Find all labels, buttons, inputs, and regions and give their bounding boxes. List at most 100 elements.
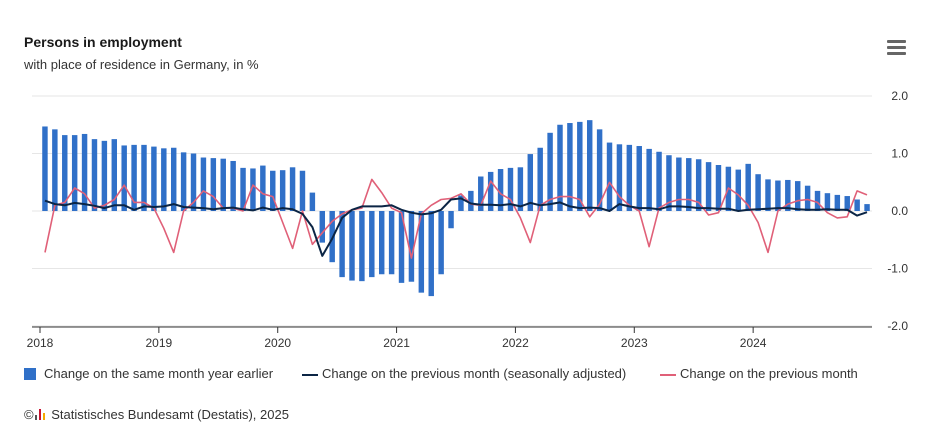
bar xyxy=(606,142,613,211)
bar xyxy=(596,129,603,211)
bar xyxy=(240,167,246,211)
bar xyxy=(705,162,712,211)
bar xyxy=(487,171,494,211)
bar xyxy=(81,133,88,211)
bar xyxy=(349,211,355,281)
y-tick-label: -1.0 xyxy=(887,262,908,276)
bar xyxy=(279,170,286,211)
bar xyxy=(270,170,276,211)
bar xyxy=(567,123,573,211)
legend-swatch-mom xyxy=(660,374,676,376)
bar xyxy=(458,195,464,211)
bar xyxy=(230,160,236,211)
line-series-previous-month xyxy=(44,178,868,259)
bar xyxy=(408,211,415,282)
bar xyxy=(339,211,345,278)
x-tick-label: 2020 xyxy=(264,336,291,350)
bar xyxy=(527,154,534,211)
destatis-logo-icon xyxy=(34,409,46,421)
bar xyxy=(71,135,78,211)
bar xyxy=(626,144,633,211)
copyright-symbol: © xyxy=(24,407,34,422)
line-series-seasonally-adjusted xyxy=(44,197,868,257)
credits-text: Statistisches Bundesamt (Destatis), 2025 xyxy=(51,407,289,422)
bar xyxy=(646,148,652,211)
bar xyxy=(289,167,296,211)
bar xyxy=(735,169,742,211)
legend-label-sa: Change on the previous month (seasonally… xyxy=(322,366,627,381)
bar xyxy=(398,211,405,283)
bar xyxy=(161,148,167,211)
bar xyxy=(715,165,722,211)
bar xyxy=(369,211,375,278)
bar xyxy=(309,192,316,211)
bar xyxy=(62,135,68,211)
x-tick-label: 2018 xyxy=(27,336,54,350)
bar xyxy=(695,159,702,211)
bar xyxy=(636,146,642,211)
bar xyxy=(656,151,662,211)
bar xyxy=(448,211,454,229)
bar xyxy=(666,155,672,211)
credits[interactable]: © Statistisches Bundesamt (Destatis), 20… xyxy=(24,407,289,422)
x-tick-label: 2022 xyxy=(502,336,529,350)
bar xyxy=(468,190,474,211)
x-tick-label: 2021 xyxy=(383,336,410,350)
bar xyxy=(359,211,365,282)
bar xyxy=(438,211,444,275)
bar xyxy=(517,167,524,211)
bar xyxy=(42,126,48,211)
x-tick-label: 2019 xyxy=(146,336,173,350)
y-tick-label: 2.0 xyxy=(891,89,908,103)
bar xyxy=(814,190,821,211)
bar xyxy=(121,145,127,211)
bar xyxy=(250,168,256,211)
bar xyxy=(388,211,395,275)
bar xyxy=(131,144,137,211)
bar xyxy=(170,147,177,211)
bar xyxy=(101,140,108,211)
bar xyxy=(586,120,593,211)
chart-plot-area: 2018 2019 2020 2021 2022 2023 2024 2.0 1.0 0.0 -1… xyxy=(27,89,909,350)
bar xyxy=(824,193,831,211)
y-tick-label: 1.0 xyxy=(891,147,908,161)
hamburger-menu-icon[interactable] xyxy=(887,40,906,55)
y-axis: 2.0 1.0 0.0 -1.0 -2.0 xyxy=(887,89,908,333)
bar xyxy=(804,185,811,211)
bar xyxy=(785,179,791,211)
x-axis: 2018 2019 2020 2021 2022 2023 2024 xyxy=(27,326,872,350)
bar xyxy=(319,211,326,243)
bar xyxy=(200,157,207,211)
bar xyxy=(210,158,217,211)
bar xyxy=(854,199,860,211)
bar xyxy=(547,132,553,211)
bar xyxy=(220,158,226,211)
bar xyxy=(745,163,751,211)
bar xyxy=(765,179,771,211)
bar xyxy=(507,167,514,211)
x-tick-label: 2024 xyxy=(740,336,767,350)
bar xyxy=(260,165,266,211)
bar xyxy=(676,157,682,211)
bar xyxy=(180,152,187,211)
bar xyxy=(151,146,157,211)
bar xyxy=(378,211,385,275)
x-tick-label: 2023 xyxy=(621,336,648,350)
bar xyxy=(497,169,504,211)
bar xyxy=(834,194,841,211)
bar xyxy=(537,147,543,211)
bar xyxy=(428,211,434,297)
bar xyxy=(794,181,801,211)
bar xyxy=(864,204,870,211)
bar xyxy=(111,139,118,211)
bar xyxy=(190,153,197,211)
bar xyxy=(577,121,583,211)
bar xyxy=(52,129,58,211)
bar xyxy=(616,144,623,211)
legend-label-mom: Change on the previous month xyxy=(680,366,858,381)
bar xyxy=(299,170,306,211)
chart-subtitle: with place of residence in Germany, in % xyxy=(24,57,259,72)
chart-title: Persons in employment xyxy=(24,34,182,50)
bar xyxy=(91,139,98,211)
bar xyxy=(775,180,781,211)
